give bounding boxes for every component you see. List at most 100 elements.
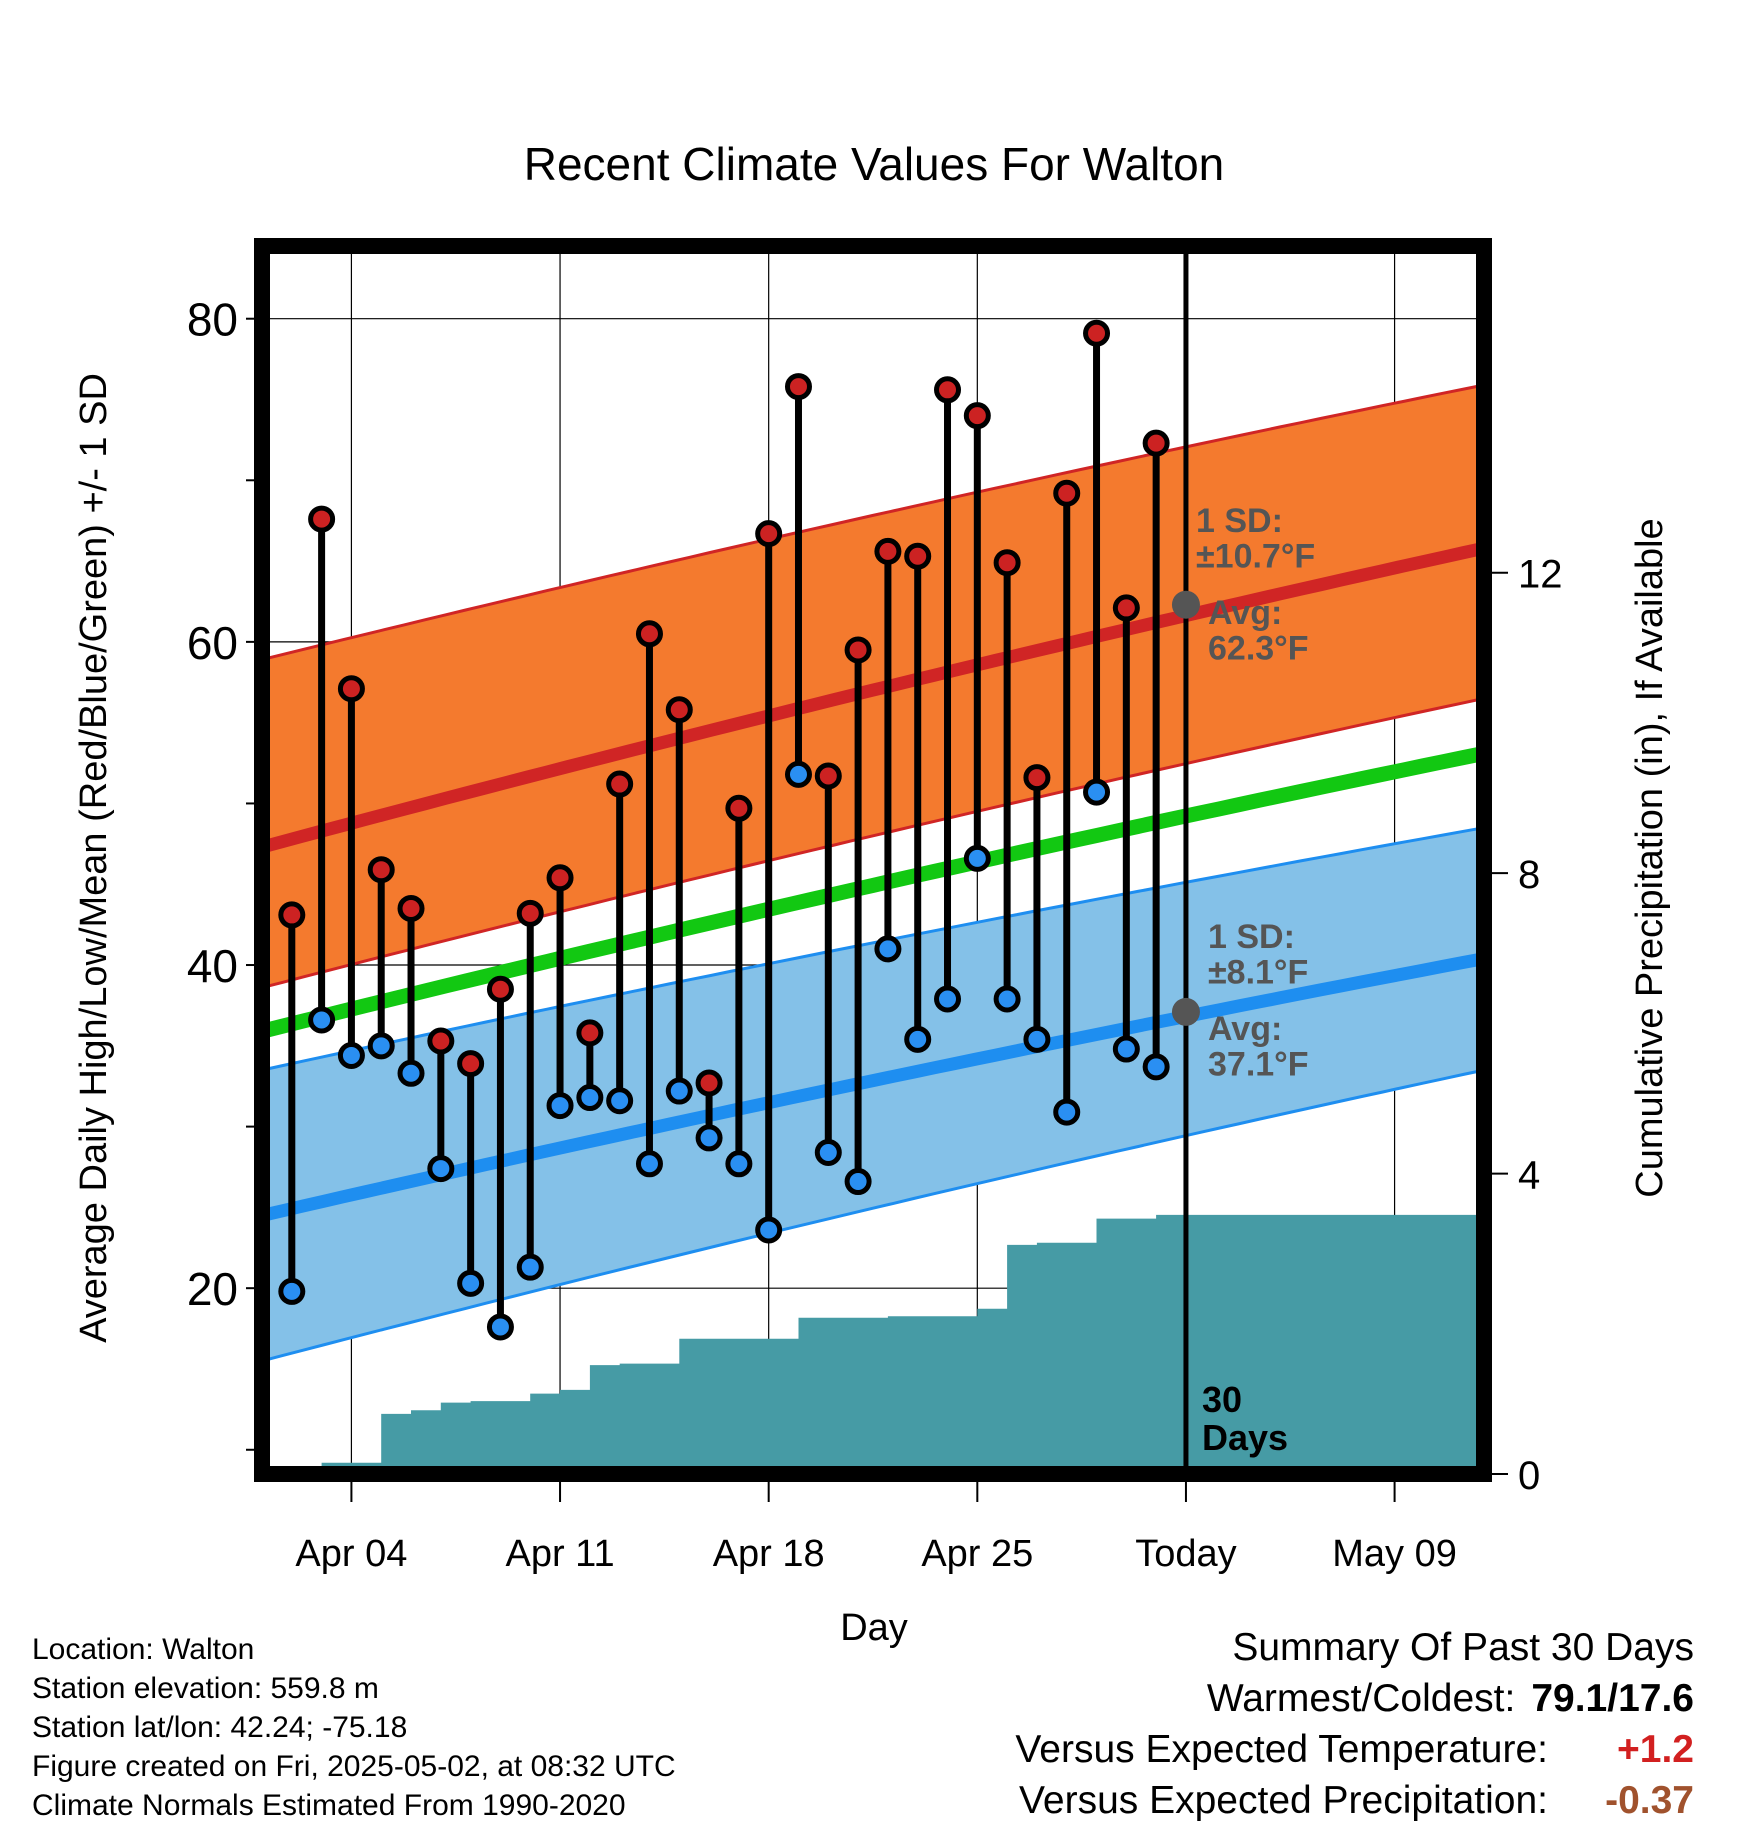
low-point	[993, 985, 1021, 1013]
high-point	[1112, 594, 1140, 622]
summary-panel: Summary Of Past 30 Days Warmest/Coldest:…	[1015, 1622, 1694, 1826]
temp-row: Versus Expected Temperature: +1.2	[1015, 1724, 1694, 1775]
low-sd-band	[262, 827, 1484, 1361]
days-label-line: 30	[1202, 1379, 1242, 1420]
x-tick-label: Apr 18	[713, 1533, 825, 1575]
y-tick-label: 60	[187, 617, 238, 669]
normal-high-line	[260, 541, 1486, 854]
high-point	[427, 1027, 455, 1055]
today-high-avg-marker	[1171, 590, 1200, 619]
low-sd-label: 1 SD: ±8.1°F	[1208, 918, 1308, 992]
station-info: Location: Walton Station elevation: 559.…	[32, 1630, 676, 1825]
low-point	[1023, 1025, 1051, 1053]
days-label-line: Days	[1202, 1417, 1288, 1458]
y2-axis-label: Cumulative Precipitation (in), If Availa…	[1629, 518, 1671, 1197]
low-point	[337, 1042, 365, 1070]
high-point	[606, 770, 634, 798]
low-avg-label-line: 37.1°F	[1208, 1046, 1309, 1084]
precip-label: Versus Expected Precipitation:	[1019, 1779, 1548, 1822]
low-sd-label-line: ±8.1°F	[1208, 954, 1308, 992]
plot-frame	[254, 238, 1492, 1482]
warm-cold-label: Warmest/Coldest:	[1206, 1677, 1516, 1720]
low-point	[397, 1059, 425, 1087]
low-point	[635, 1150, 663, 1178]
low-point	[1053, 1098, 1081, 1126]
y2-tick-label: 4	[1518, 1154, 1540, 1198]
summary-title: Summary Of Past 30 Days	[1232, 1626, 1694, 1669]
y-tick-label: 80	[187, 294, 238, 346]
y2-tick-label: 12	[1518, 553, 1563, 597]
low-avg-label-line: Avg:	[1208, 1010, 1282, 1048]
warm-cold-row: Warmest/Coldest: 79.1/17.6	[1015, 1673, 1694, 1724]
high-point	[516, 899, 544, 927]
high-point	[1083, 319, 1111, 347]
low-point	[665, 1077, 693, 1105]
low-point	[874, 935, 902, 963]
high-point	[784, 373, 812, 401]
high-point	[904, 542, 932, 570]
high-point	[963, 402, 991, 430]
low-point	[784, 760, 812, 788]
high-sd-label-line: 1 SD:	[1196, 502, 1283, 540]
x-tick-label: May 09	[1332, 1533, 1457, 1575]
high-point	[308, 505, 336, 533]
low-point	[725, 1150, 753, 1178]
x-tick-label: Today	[1135, 1533, 1236, 1575]
low-point	[427, 1155, 455, 1183]
high-sd-label: 1 SD: ±10.7°F	[1196, 502, 1315, 576]
x-tick-label: Apr 11	[505, 1533, 614, 1575]
figure-created: Figure created on Fri, 2025-05-02, at 08…	[32, 1750, 676, 1783]
high-avg-label-line: Avg:	[1208, 594, 1282, 632]
chart-title: Recent Climate Values For Walton	[524, 138, 1225, 190]
high-point	[546, 864, 574, 892]
x-tick-label: Apr 04	[295, 1533, 407, 1575]
y-axis-label: Average Daily High/Low/Mean (Red/Blue/Gr…	[73, 373, 115, 1343]
low-point	[457, 1269, 485, 1297]
high-point	[486, 975, 514, 1003]
days-label: 30 Days	[1202, 1379, 1288, 1458]
low-point	[576, 1084, 604, 1112]
high-point	[1142, 429, 1170, 457]
high-point	[1023, 764, 1051, 792]
high-point	[457, 1050, 485, 1078]
high-upper-line	[261, 383, 1485, 662]
low-avg-label: Avg: 37.1°F	[1208, 1010, 1309, 1084]
low-point	[814, 1138, 842, 1166]
low-point	[278, 1277, 306, 1305]
y-tick-label: 20	[187, 1263, 238, 1315]
high-point	[755, 520, 783, 548]
temp-value: +1.2	[1617, 1728, 1694, 1771]
low-point	[1083, 778, 1111, 806]
climate-normals: Climate Normals Estimated From 1990-2020	[32, 1789, 626, 1822]
low-point	[963, 844, 991, 872]
y2-tick-label: 8	[1518, 853, 1540, 897]
high-point	[367, 856, 395, 884]
high-point	[665, 696, 693, 724]
high-point	[844, 636, 872, 664]
high-point	[576, 1019, 604, 1047]
high-point	[993, 549, 1021, 577]
high-point	[337, 675, 365, 703]
low-point	[695, 1124, 723, 1152]
high-point	[934, 376, 962, 404]
high-point	[725, 794, 753, 822]
high-point	[397, 894, 425, 922]
low-point	[755, 1216, 783, 1244]
precip-value: -0.37	[1605, 1779, 1694, 1822]
low-point	[904, 1025, 932, 1053]
y-tick-label: 40	[187, 940, 238, 992]
high-point	[814, 762, 842, 790]
low-point	[308, 1006, 336, 1034]
station-location: Location: Walton	[32, 1633, 255, 1666]
low-point	[606, 1087, 634, 1115]
low-point	[516, 1253, 544, 1281]
today-low-avg-marker	[1171, 997, 1200, 1026]
station-latlon: Station lat/lon: 42.24; -75.18	[32, 1711, 408, 1744]
x-axis-label: Day	[840, 1607, 908, 1649]
high-lower-line	[261, 696, 1485, 990]
low-sd-label-line: 1 SD:	[1208, 918, 1295, 956]
high-avg-label: Avg: 62.3°F	[1208, 594, 1309, 668]
low-upper-line	[261, 826, 1485, 1072]
